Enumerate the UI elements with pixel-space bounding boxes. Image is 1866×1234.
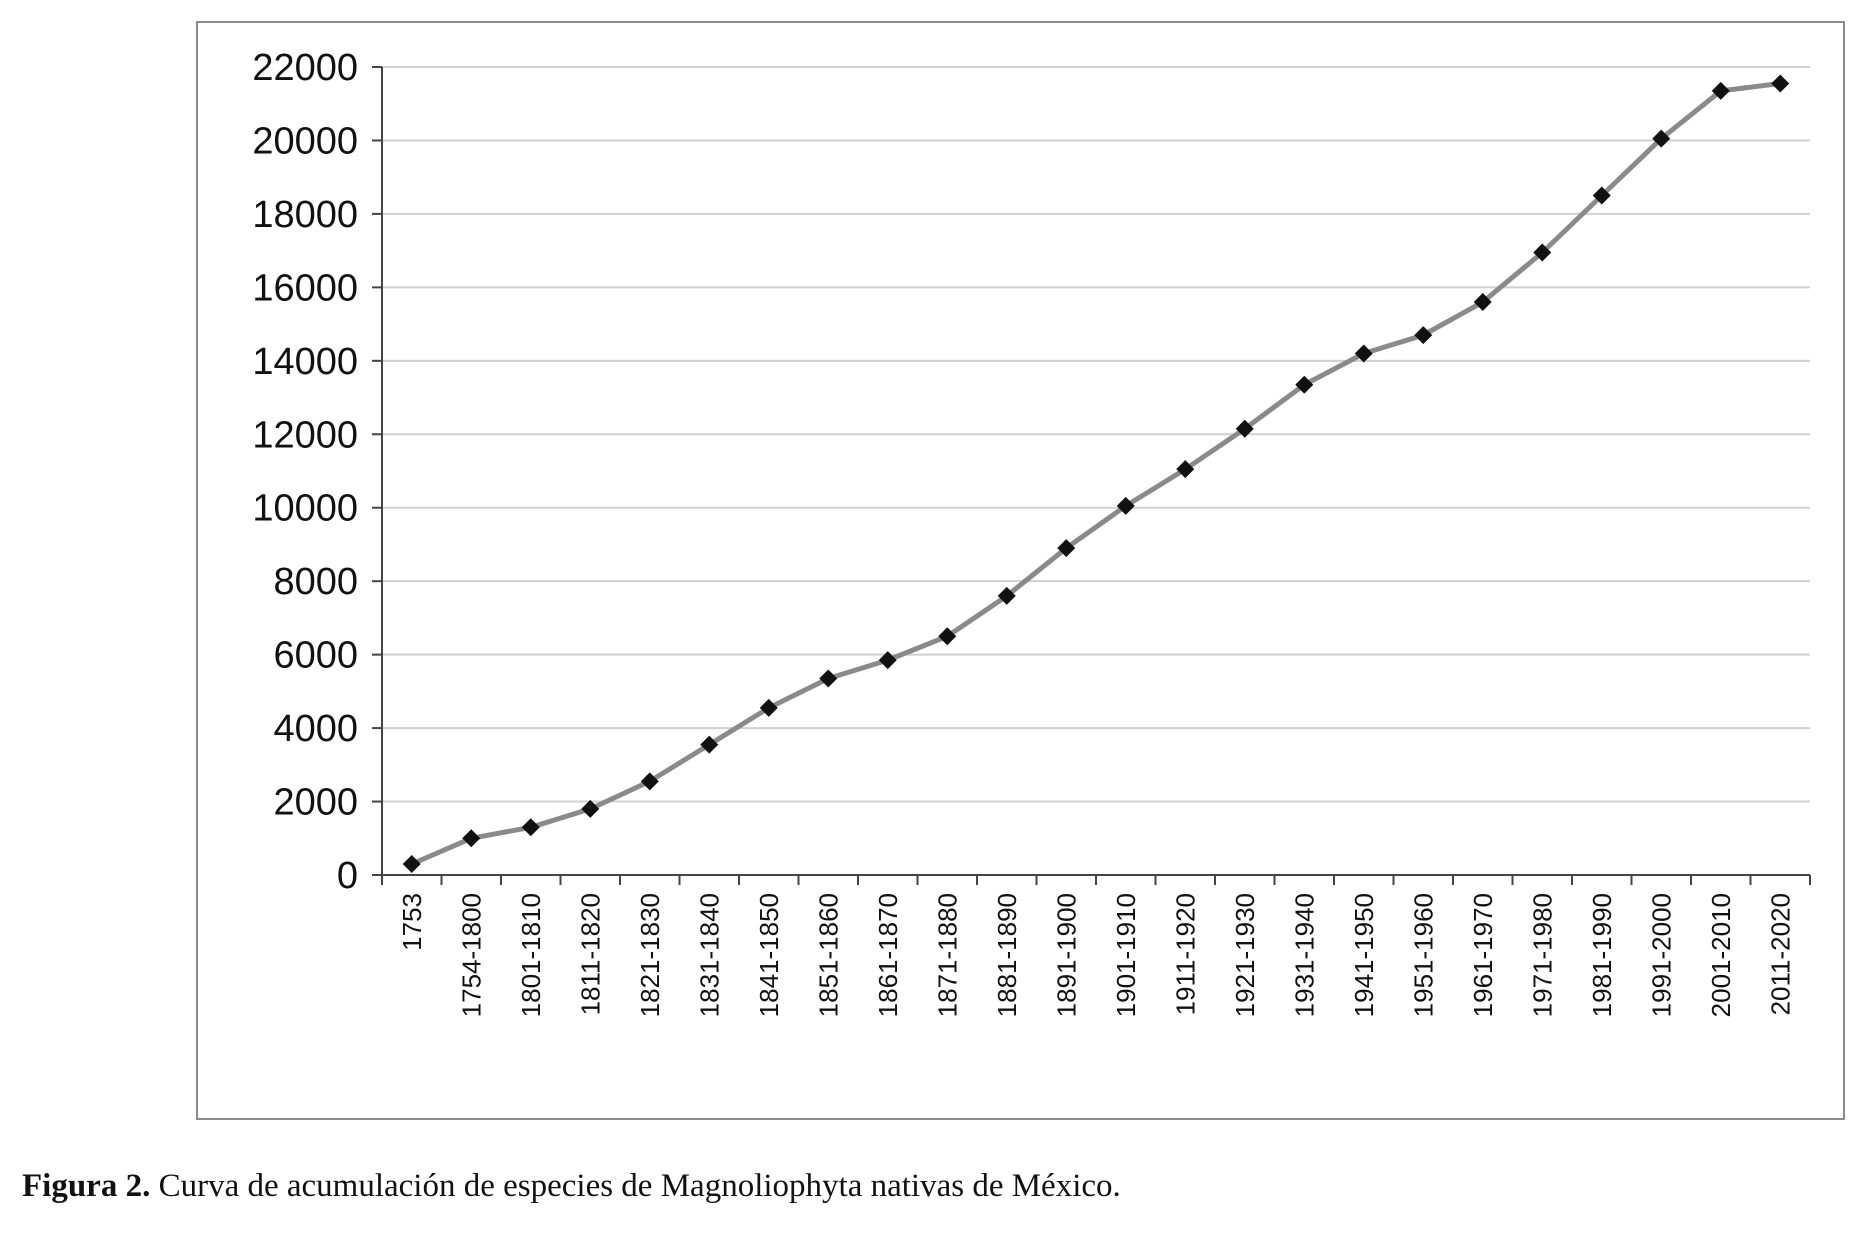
y-tick-label: 2000	[273, 782, 358, 824]
data-point	[1771, 74, 1790, 93]
data-point	[1176, 460, 1195, 479]
data-point	[1473, 293, 1492, 312]
y-tick-label: 10000	[252, 488, 358, 530]
y-tick-label: 18000	[252, 194, 358, 236]
x-tick-label: 1981-1990	[1587, 893, 1617, 1017]
x-tick-label: 1901-1910	[1111, 893, 1141, 1017]
x-tick-label: 1881-1890	[992, 893, 1022, 1017]
x-tick-label: 1911-1920	[1170, 893, 1200, 1015]
x-tick-label: 1951-1960	[1408, 893, 1438, 1017]
x-tick-label: 1891-1900	[1051, 893, 1081, 1017]
data-point	[997, 586, 1016, 605]
data-point	[1116, 496, 1135, 515]
series	[402, 74, 1790, 873]
x-tick-label: 1961-1970	[1468, 893, 1498, 1017]
data-point	[938, 627, 957, 646]
data-point	[581, 799, 600, 818]
x-tick-label: 1821-1830	[635, 893, 665, 1017]
x-tick-label: 2011-2020	[1765, 893, 1795, 1015]
data-point	[700, 735, 719, 754]
data-point	[521, 818, 540, 837]
figure-caption: Figura 2. Curva de acumulación de especi…	[22, 1168, 1842, 1205]
x-tick-label: 2001-2010	[1706, 893, 1736, 1017]
y-tick-label: 20000	[252, 120, 358, 162]
y-tick-label: 4000	[273, 708, 358, 750]
data-point	[878, 651, 897, 670]
data-point	[1295, 375, 1314, 394]
x-tick-label: 1861-1870	[873, 893, 903, 1017]
line-chart: 0 2000 4000 6000 8000 10000 12000 14000 16000 180…	[252, 47, 1811, 1017]
y-tick-label: 6000	[273, 635, 358, 677]
caption-text: Curva de acumulación de especies de Magn…	[150, 1168, 1121, 1204]
data-point	[1652, 129, 1671, 148]
x-tick-label: 1754-1800	[456, 893, 486, 1017]
x-tick-label: 1831-1840	[694, 893, 724, 1017]
x-tick-labels: 1753 1754-1800 1801-1810 1811-1820 1821-1830…	[397, 893, 1796, 1017]
data-point	[1414, 326, 1433, 345]
y-tick-labels: 0 2000 4000 6000 8000 10000 12000 14000 16000 180…	[252, 47, 358, 897]
data-point	[1533, 243, 1552, 262]
y-tick-label: 22000	[252, 47, 358, 89]
y-tick-label: 12000	[252, 414, 358, 456]
x-tick-label: 1811-1820	[575, 893, 605, 1015]
data-point	[1354, 344, 1373, 363]
data-point	[819, 669, 838, 688]
y-tick-label: 14000	[252, 341, 358, 383]
x-tick-label: 1801-1810	[516, 893, 546, 1017]
data-point	[1592, 186, 1611, 205]
x-tick-label: 1841-1850	[754, 893, 784, 1017]
y-tick-label: 0	[337, 855, 358, 897]
x-tick-label: 1851-1860	[813, 893, 843, 1017]
series-line	[410, 81, 1781, 867]
x-tick-label: 1921-1930	[1230, 893, 1260, 1017]
data-point	[462, 829, 481, 848]
x-tick-label: 1971-1980	[1527, 893, 1557, 1017]
chart-frame: 0 2000 4000 6000 8000 10000 12000 14000 16000 180…	[196, 21, 1845, 1120]
x-tick-label: 1991-2000	[1646, 893, 1676, 1017]
data-point	[1711, 81, 1730, 100]
x-tick-label: 1871-1880	[932, 893, 962, 1017]
caption-label: Figura 2.	[22, 1168, 151, 1204]
data-point	[1057, 539, 1076, 558]
axes	[372, 66, 1811, 885]
data-point	[640, 772, 659, 791]
data-point	[402, 854, 421, 873]
x-tick-label: 1931-1940	[1289, 893, 1319, 1017]
gridlines	[382, 66, 1810, 803]
data-point	[759, 698, 778, 717]
data-point	[1235, 419, 1254, 438]
x-tick-label: 1941-1950	[1349, 893, 1379, 1017]
x-tick-label: 1753	[397, 893, 427, 951]
y-tick-label: 16000	[252, 267, 358, 309]
y-tick-label: 8000	[273, 561, 358, 603]
